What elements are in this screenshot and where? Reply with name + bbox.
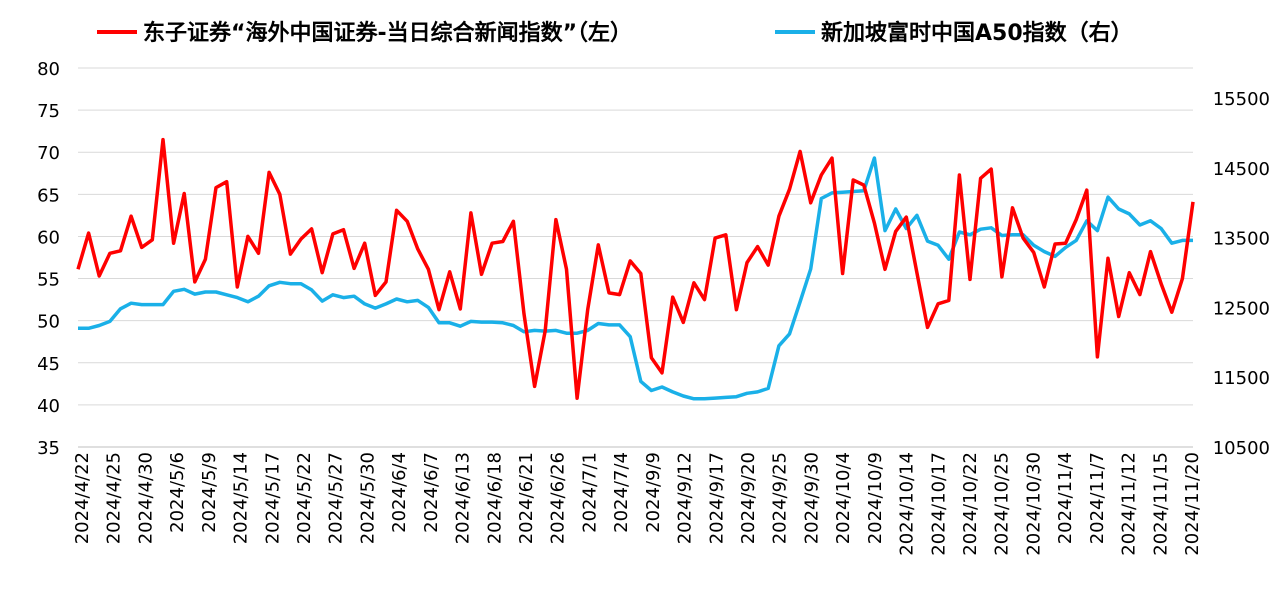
x-tick-label: 2024/11/7 bbox=[1087, 452, 1108, 544]
left-tick-label: 50 bbox=[37, 312, 60, 333]
left-tick-label: 45 bbox=[37, 354, 60, 375]
right-tick-label: 13500 bbox=[1213, 229, 1270, 250]
gridlines bbox=[78, 67, 1193, 448]
x-tick-label: 2024/5/30 bbox=[357, 452, 378, 544]
x-tick-label: 2024/5/27 bbox=[326, 452, 347, 544]
x-tick-label: 2024/4/25 bbox=[104, 452, 125, 544]
legend-label-right: 新加坡富时中国A50指数（右） bbox=[821, 20, 1133, 46]
x-tick-label: 2024/9/9 bbox=[643, 452, 664, 533]
x-tick-label: 2024/9/17 bbox=[706, 452, 727, 544]
right-tick-label: 10500 bbox=[1213, 438, 1270, 459]
legend: 东子证券“海外中国证券-当日综合新闻指数”（左） 新加坡富时中国A50指数（右） bbox=[97, 20, 1133, 46]
x-tick-label: 2024/11/4 bbox=[1055, 452, 1076, 544]
left-tick-label: 35 bbox=[37, 438, 60, 459]
left-tick-label: 40 bbox=[37, 396, 60, 417]
x-tick-label: 2024/10/30 bbox=[1023, 452, 1044, 556]
x-tick-label: 2024/9/12 bbox=[675, 452, 696, 544]
x-tick-label: 2024/4/30 bbox=[135, 452, 156, 544]
x-tick-label: 2024/4/22 bbox=[72, 452, 93, 544]
x-axis: 2024/4/22 2024/4/25 2024/4/30 2024/5/6 2024/… bbox=[72, 452, 1203, 556]
x-tick-label: 2024/10/22 bbox=[960, 452, 981, 556]
right-axis: 10500 11500 12500 13500 14500 15500 bbox=[1213, 89, 1270, 459]
x-tick-label: 2024/5/22 bbox=[294, 452, 315, 544]
x-tick-label: 2024/10/4 bbox=[833, 452, 854, 544]
right-tick-label: 14500 bbox=[1213, 159, 1270, 180]
right-tick-label: 12500 bbox=[1213, 298, 1270, 319]
x-tick-label: 2024/7/4 bbox=[611, 452, 632, 533]
legend-label-left: 东子证券“海外中国证券-当日综合新闻指数”（左） bbox=[143, 20, 632, 46]
x-tick-label: 2024/11/15 bbox=[1150, 452, 1171, 556]
x-tick-label: 2024/10/25 bbox=[992, 452, 1013, 556]
x-tick-label: 2024/6/7 bbox=[421, 452, 442, 533]
x-tick-label: 2024/5/17 bbox=[262, 452, 283, 544]
x-tick-label: 2024/6/21 bbox=[516, 452, 537, 544]
x-tick-label: 2024/5/6 bbox=[167, 452, 188, 533]
x-tick-label: 2024/9/25 bbox=[770, 452, 791, 544]
x-tick-label: 2024/11/20 bbox=[1182, 452, 1203, 556]
x-tick-label: 2024/10/9 bbox=[865, 452, 886, 544]
x-tick-label: 2024/5/14 bbox=[231, 452, 252, 544]
left-tick-label: 70 bbox=[37, 143, 60, 164]
x-tick-label: 2024/5/9 bbox=[199, 452, 220, 533]
series-group bbox=[76, 137, 1195, 401]
x-tick-label: 2024/9/20 bbox=[738, 452, 759, 544]
x-tick-label: 2024/6/26 bbox=[548, 452, 569, 544]
x-tick-label: 2024/10/14 bbox=[897, 452, 918, 556]
x-tick-label: 2024/6/18 bbox=[484, 452, 505, 544]
left-tick-label: 65 bbox=[37, 185, 60, 206]
x-tick-label: 2024/11/12 bbox=[1119, 452, 1140, 556]
left-tick-label: 80 bbox=[37, 59, 60, 80]
x-tick-label: 2024/6/4 bbox=[389, 452, 410, 533]
right-tick-label: 11500 bbox=[1213, 368, 1270, 389]
x-tick-label: 2024/10/17 bbox=[928, 452, 949, 556]
x-tick-label: 2024/9/30 bbox=[801, 452, 822, 544]
left-tick-label: 55 bbox=[37, 270, 60, 291]
left-tick-label: 75 bbox=[37, 101, 60, 122]
left-axis: 35 40 45 50 55 60 65 70 75 80 bbox=[37, 59, 60, 459]
right-tick-label: 15500 bbox=[1213, 89, 1270, 110]
x-tick-label: 2024/7/1 bbox=[579, 452, 600, 533]
series-line-left bbox=[76, 137, 1195, 400]
x-tick-label: 2024/6/13 bbox=[453, 452, 474, 544]
left-tick-label: 60 bbox=[37, 227, 60, 248]
